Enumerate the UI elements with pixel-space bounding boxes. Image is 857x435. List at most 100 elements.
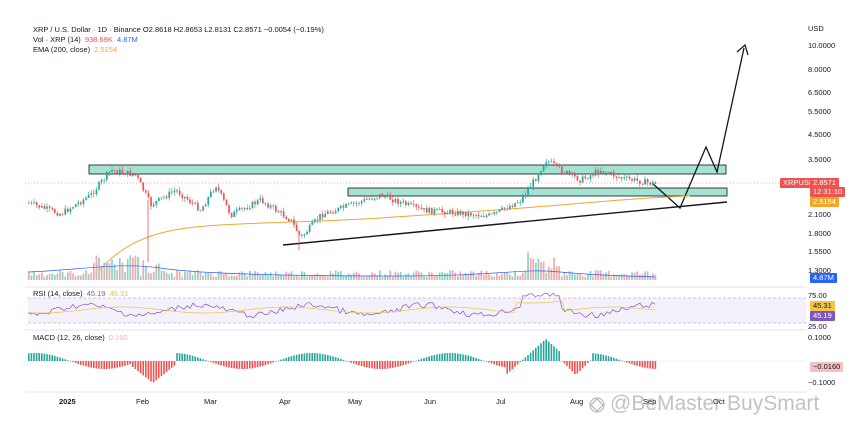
candle	[358, 202, 360, 204]
volume-bar	[545, 272, 548, 280]
candle	[566, 170, 568, 174]
candle	[587, 178, 589, 180]
candle	[103, 179, 106, 181]
macd-histogram-bar	[238, 361, 241, 369]
candle	[332, 212, 334, 214]
macd-histogram-bar	[563, 361, 566, 364]
candle	[397, 198, 399, 204]
symbol-legend[interactable]: XRP / U.S. Dollar · 1D · Binance O2.8618…	[33, 25, 324, 34]
time-axis-label: 2025	[59, 397, 76, 406]
macd-histogram-bar	[639, 361, 641, 367]
volume-bar	[615, 275, 618, 280]
macd-histogram-bar	[90, 361, 92, 368]
volume-bar	[199, 271, 202, 280]
volume-bar	[516, 275, 519, 280]
rsi-legend[interactable]: RSI (14, close) 45.19 45.31	[33, 289, 129, 298]
candle	[431, 207, 433, 214]
macd-histogram-bar	[600, 354, 602, 361]
macd-histogram-bar	[423, 357, 425, 361]
candle	[288, 219, 290, 221]
watermark-logo-icon	[589, 397, 605, 413]
time-axis-label: Aug	[570, 397, 584, 406]
candle	[264, 203, 267, 204]
candle	[371, 198, 373, 200]
ema-legend[interactable]: EMA (200, close) 2.5154	[33, 45, 118, 54]
candle	[636, 178, 639, 181]
ema-line	[99, 195, 691, 271]
candle	[337, 207, 340, 212]
candle	[314, 219, 316, 222]
macd-histogram-bar	[358, 361, 360, 366]
volume-bar	[74, 276, 77, 280]
macd-histogram-bar	[178, 353, 181, 361]
macd-histogram-bar	[405, 361, 407, 365]
volume-value: 938.69K	[84, 35, 113, 44]
volume-bar	[347, 273, 350, 280]
macd-histogram-bar	[228, 361, 230, 368]
ema-value: 2.5154	[94, 45, 118, 54]
candle	[509, 205, 511, 210]
macd-histogram-bar	[327, 355, 329, 361]
macd-value: 0.160	[108, 333, 128, 342]
volume-bar	[464, 272, 467, 280]
volume-bar	[646, 271, 649, 280]
macd-histogram-bar	[579, 361, 581, 371]
macd-histogram-bar	[282, 358, 285, 361]
macd-histogram-bar	[74, 361, 77, 364]
volume-bar	[67, 272, 69, 280]
volume-bar	[376, 275, 379, 280]
macd-histogram-bar	[433, 354, 436, 361]
volume-bar	[269, 272, 272, 280]
volume-bar	[558, 266, 561, 280]
macd-histogram-bar	[217, 361, 220, 365]
candle	[475, 214, 477, 216]
candle	[472, 215, 475, 217]
volume-bar	[423, 275, 425, 280]
candle	[620, 177, 623, 179]
volume-bar	[628, 276, 631, 280]
volume-bar	[90, 272, 93, 280]
volume-bar	[285, 271, 288, 280]
volume-bar	[454, 272, 457, 280]
rsi-ma-value: 45.31	[109, 289, 129, 298]
volume-bar	[93, 263, 95, 280]
candle	[540, 171, 542, 176]
candle	[207, 197, 210, 205]
macd-histogram-bar	[594, 353, 597, 361]
volume-bar	[202, 275, 204, 280]
volume-bar	[306, 276, 308, 280]
macd-histogram-bar	[316, 353, 319, 361]
macd-histogram-bar	[197, 357, 199, 361]
macd-legend[interactable]: MACD (12, 26, close) 0.160	[33, 333, 128, 342]
macd-histogram-bar	[444, 353, 446, 361]
volume-bar	[363, 276, 366, 280]
volume-bar	[431, 272, 433, 280]
volume-bar	[568, 271, 571, 280]
volume-legend[interactable]: Vol · XRP (14) 938.69K 4.87M	[33, 35, 138, 44]
candle	[457, 210, 459, 216]
candle	[48, 206, 51, 208]
macd-histogram-bar	[589, 360, 592, 361]
candle	[589, 175, 592, 180]
volume-bar	[191, 275, 194, 280]
volume-bar	[194, 271, 197, 280]
candle	[363, 199, 366, 202]
candle	[345, 204, 347, 208]
macd-histogram-bar	[233, 361, 235, 369]
macd-histogram-bar	[163, 361, 165, 375]
volume-bar	[137, 257, 139, 280]
volume-bar	[82, 273, 85, 280]
candle	[514, 202, 516, 207]
candle	[64, 208, 67, 215]
volume-bar	[256, 271, 259, 280]
candle	[121, 169, 124, 174]
candle	[171, 191, 173, 193]
watermark-text: @BeMaster BuySmart	[610, 392, 820, 415]
candle	[184, 196, 186, 199]
candle	[561, 166, 563, 173]
volume-bar	[46, 275, 48, 280]
macd-histogram-bar	[394, 361, 397, 368]
macd-histogram-bar	[308, 353, 311, 361]
candle	[394, 198, 397, 203]
